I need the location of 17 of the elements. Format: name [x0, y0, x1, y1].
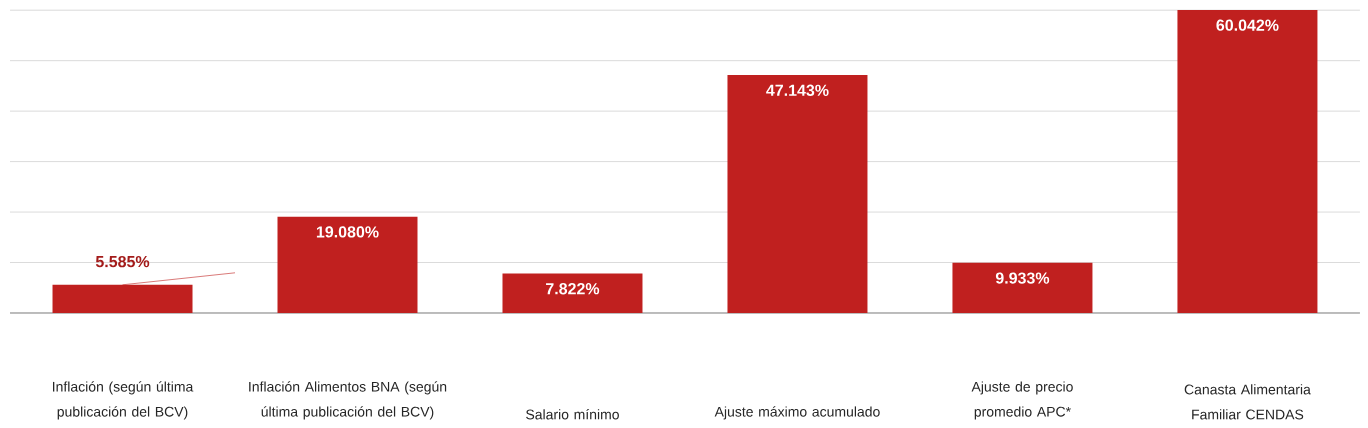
- x-tick-label: Ajuste máximo acumulado: [714, 406, 880, 420]
- x-tick-label: Canasta Alimentaria Familiar CENDAS: [1184, 384, 1311, 420]
- data-label: 60.042%: [1216, 19, 1279, 31]
- data-label: 7.822%: [546, 283, 600, 295]
- bar: [727, 75, 868, 313]
- data-label: 9.933%: [995, 272, 1050, 284]
- x-tick-label: Inflación Alimentos BNA (según última publicación del BCV): [249, 381, 447, 420]
- x-tick-label: Salario mínimo: [526, 409, 619, 420]
- data-label: 47.143%: [766, 84, 829, 96]
- bar: [952, 262, 1093, 313]
- data-label: 5.585%: [95, 255, 150, 268]
- data-label: 19.080%: [316, 226, 379, 238]
- x-tick-label: Inflación (según última publicación del BCV): [52, 381, 194, 420]
- x-tick-label: Ajuste de precio promedio APC*: [971, 381, 1073, 420]
- bar: [277, 216, 418, 313]
- bar: [1177, 9, 1318, 313]
- bar: [502, 273, 643, 313]
